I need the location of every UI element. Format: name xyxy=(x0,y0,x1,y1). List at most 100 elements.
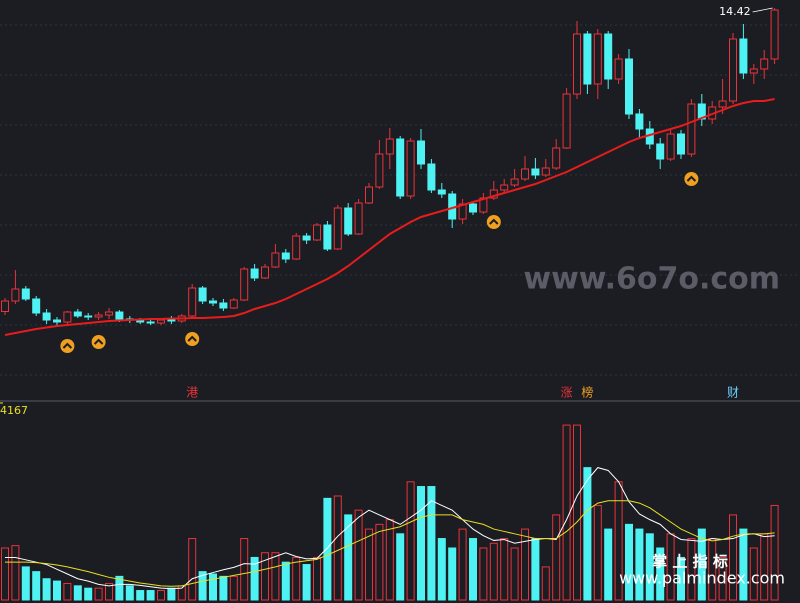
candle-body xyxy=(365,186,373,204)
candle-body xyxy=(396,138,405,197)
candle-body xyxy=(437,189,446,195)
signal-arrow xyxy=(686,175,697,182)
candle-body xyxy=(749,68,758,74)
candle-body xyxy=(250,268,259,279)
candle-body xyxy=(281,252,290,260)
volume-tick-label: 4167 xyxy=(0,404,28,417)
candle-body xyxy=(344,207,353,235)
candle-body xyxy=(313,224,321,241)
volume-bar xyxy=(645,533,654,601)
volume-bar xyxy=(749,547,758,601)
candle-body xyxy=(271,252,280,268)
volume-bar xyxy=(73,585,82,601)
volume-bar xyxy=(354,509,363,601)
volume-bar xyxy=(53,580,61,601)
candle-body xyxy=(739,38,748,74)
candle-body xyxy=(500,184,509,191)
volume-bar xyxy=(146,590,155,601)
volume-bar xyxy=(302,564,311,601)
volume-bar xyxy=(136,590,145,601)
candle-body xyxy=(188,287,197,317)
candle-body xyxy=(105,311,113,316)
candle-body xyxy=(614,58,623,80)
volume-bar xyxy=(396,533,405,601)
volume-bar xyxy=(406,481,415,601)
candle-body xyxy=(219,302,228,309)
candle-body xyxy=(562,93,571,149)
candle-body xyxy=(770,9,779,60)
volume-bar xyxy=(271,552,280,601)
candle-body xyxy=(718,100,727,108)
event-label: 财 xyxy=(727,386,739,400)
candle-body xyxy=(541,167,550,176)
volume-bar xyxy=(479,547,488,601)
candle-body xyxy=(333,207,342,250)
event-label: 涨 xyxy=(561,385,573,400)
volume-bar xyxy=(385,519,394,601)
volume-ma-line xyxy=(5,467,775,590)
candle-body xyxy=(167,319,176,322)
candle-body xyxy=(469,203,477,213)
brand-url: www.palmindex.com xyxy=(619,569,785,588)
volume-bar xyxy=(292,556,301,601)
candle-body xyxy=(521,168,529,180)
volume-bar xyxy=(281,561,290,601)
candle-body xyxy=(427,163,436,191)
volume-bar xyxy=(625,523,633,601)
volume-bar xyxy=(593,504,602,601)
high-label: 14.42 xyxy=(719,5,751,18)
signal-arrow xyxy=(489,218,499,225)
volume-bar xyxy=(489,542,498,601)
volume-bar xyxy=(770,504,779,601)
signal-circle xyxy=(684,172,699,186)
volume-bar xyxy=(323,497,332,601)
volume-bar xyxy=(250,556,259,601)
candle-body xyxy=(687,103,696,155)
volume-bar xyxy=(63,582,72,601)
volume-bar xyxy=(729,514,737,601)
volume-bar xyxy=(229,575,238,601)
candle-body xyxy=(552,147,561,169)
volume-bar xyxy=(552,514,561,601)
candle-body xyxy=(583,33,592,85)
candle-body xyxy=(677,133,685,155)
volume-bar xyxy=(219,575,228,601)
candle-body xyxy=(94,314,103,318)
candle-body xyxy=(323,224,332,250)
volume-bar xyxy=(739,528,748,601)
signal-arrow xyxy=(93,338,104,345)
brand: 掌 上 指 标 xyxy=(652,553,728,571)
candle-body xyxy=(593,33,602,85)
volume-bar xyxy=(718,556,727,601)
candle-body xyxy=(406,140,415,197)
candle-body xyxy=(635,113,644,130)
candle-body xyxy=(531,168,540,176)
candle-body xyxy=(73,311,82,317)
signal-circle xyxy=(60,339,75,353)
volume-bar xyxy=(209,573,217,601)
volume-bar xyxy=(115,575,124,601)
volume-bar xyxy=(167,587,176,601)
signal-arrow xyxy=(187,335,197,342)
volume-bar xyxy=(157,590,165,601)
signal-icon xyxy=(486,215,501,229)
candle-body xyxy=(417,140,425,165)
volume-bar xyxy=(521,528,529,601)
volume-bar xyxy=(448,547,457,601)
volume-bar xyxy=(333,495,342,601)
volume-bar xyxy=(84,587,93,601)
volume-bar xyxy=(198,571,207,601)
candle-body xyxy=(209,300,217,304)
volume-bar xyxy=(687,538,696,601)
candle-body xyxy=(510,178,519,186)
volume-bar xyxy=(656,547,665,601)
volume-bar xyxy=(697,528,706,601)
candle-body xyxy=(21,288,30,300)
signal-icon xyxy=(60,339,75,353)
candle-body xyxy=(729,38,737,102)
volume-bar xyxy=(240,538,249,601)
signal-icon xyxy=(684,172,699,186)
volume-bar xyxy=(32,571,41,601)
